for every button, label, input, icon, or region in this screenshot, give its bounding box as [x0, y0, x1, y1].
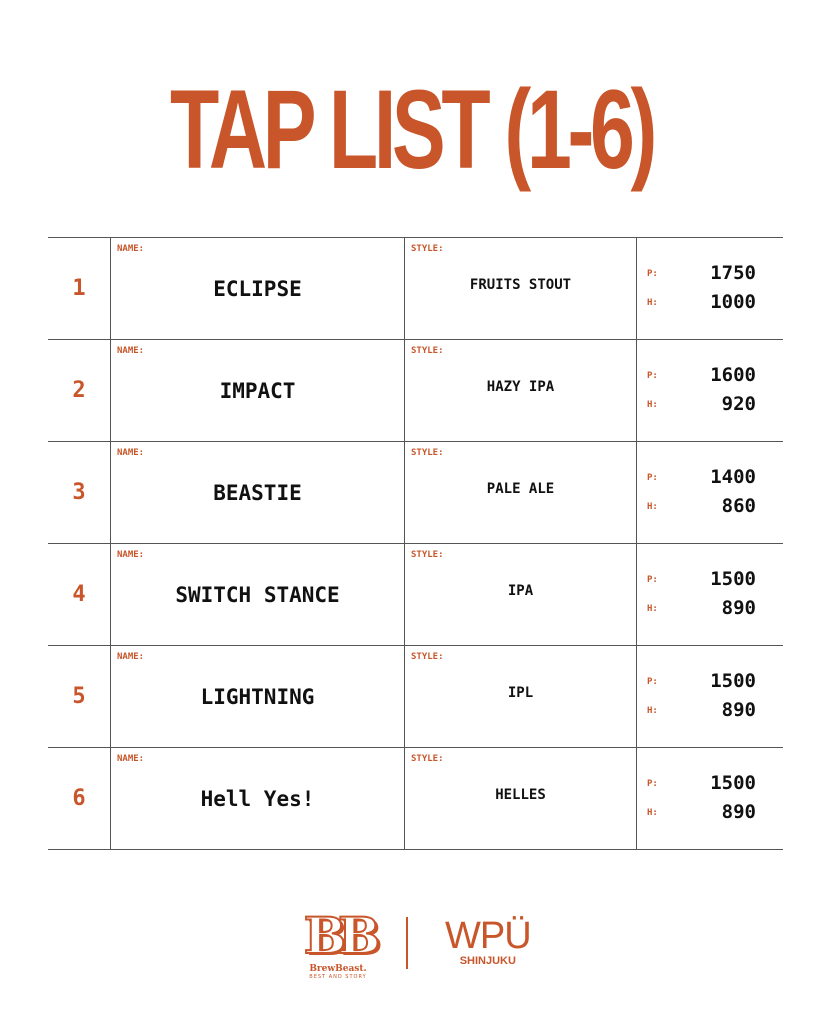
style-label: STYLE: [411, 754, 444, 764]
price-cell: P: 1500 H: 890 [636, 646, 783, 747]
wpu-logo: WPÜ SHINJUKU [445, 915, 532, 967]
price-cell: P: 1500 H: 890 [636, 748, 783, 849]
style-cell: STYLE: HAZY IPA [404, 340, 636, 441]
pint-price: 1750 [710, 262, 756, 284]
name-cell: NAME: Hell Yes! [110, 748, 404, 849]
price-cell: P: 1600 H: 920 [636, 340, 783, 441]
style-label: STYLE: [411, 448, 444, 458]
half-label: H: [647, 298, 658, 308]
tap-table: 1 NAME: ECLIPSE STYLE: FRUITS STOUT P: 1750 H: 1… [48, 237, 783, 850]
pint-price: 1400 [710, 466, 756, 488]
name-cell: NAME: ECLIPSE [110, 238, 404, 339]
pint-label: P: [647, 677, 658, 687]
half-price: 890 [721, 801, 756, 823]
tap-row: 5 NAME: LIGHTNING STYLE: IPL P: 1500 H: 890 [48, 646, 783, 748]
beer-name: ECLIPSE [213, 276, 302, 301]
pint-price: 1500 [710, 772, 756, 794]
beer-name: BEASTIE [213, 480, 302, 505]
half-price: 920 [721, 393, 756, 415]
beer-name: Hell Yes! [200, 786, 315, 811]
style-cell: STYLE: HELLES [404, 748, 636, 849]
name-cell: NAME: BEASTIE [110, 442, 404, 543]
half-price: 890 [721, 699, 756, 721]
pint-label: P: [647, 779, 658, 789]
tap-row: 2 NAME: IMPACT STYLE: HAZY IPA P: 1600 H: 920 [48, 340, 783, 442]
half-label: H: [647, 502, 658, 512]
price-cell: P: 1500 H: 890 [636, 544, 783, 645]
tap-number: 3 [72, 480, 86, 505]
style-cell: STYLE: IPL [404, 646, 636, 747]
style-label: STYLE: [411, 550, 444, 560]
tap-number: 2 [72, 378, 86, 403]
tap-number: 6 [72, 786, 86, 811]
half-label: H: [647, 706, 658, 716]
style-cell: STYLE: FRUITS STOUT [404, 238, 636, 339]
half-label: H: [647, 604, 658, 614]
beer-style: IPL [507, 684, 534, 701]
beer-name: IMPACT [219, 378, 296, 403]
beer-style: HAZY IPA [486, 378, 555, 395]
name-label: NAME: [117, 244, 145, 254]
beer-style: FRUITS STOUT [469, 276, 572, 293]
name-cell: NAME: IMPACT [110, 340, 404, 441]
half-label: H: [647, 400, 658, 410]
pint-label: P: [647, 575, 658, 585]
tap-row: 4 NAME: SWITCH STANCE STYLE: IPA P: 1500 H: 890 [48, 544, 783, 646]
page-title: TAP LIST (1-6) [169, 67, 657, 192]
name-label: NAME: [117, 652, 145, 662]
tap-number: 5 [72, 684, 86, 709]
style-cell: STYLE: PALE ALE [404, 442, 636, 543]
half-price: 890 [721, 597, 756, 619]
beer-name: SWITCH STANCE [175, 582, 340, 607]
price-cell: P: 1400 H: 860 [636, 442, 783, 543]
name-cell: NAME: SWITCH STANCE [110, 544, 404, 645]
pint-label: P: [647, 269, 658, 279]
style-cell: STYLE: IPA [404, 544, 636, 645]
name-label: NAME: [117, 346, 145, 356]
pint-price: 1500 [710, 568, 756, 590]
brewbeast-logo: BB BrewBeast. BEST AND STORY [303, 906, 382, 981]
style-label: STYLE: [411, 244, 444, 254]
name-cell: NAME: LIGHTNING [110, 646, 404, 747]
pint-label: P: [647, 371, 658, 381]
beer-name: LIGHTNING [200, 684, 315, 709]
style-label: STYLE: [411, 346, 444, 356]
half-price: 860 [721, 495, 756, 517]
tap-row: 3 NAME: BEASTIE STYLE: PALE ALE P: 1400 H: 860 [48, 442, 783, 544]
half-label: H: [647, 808, 658, 818]
price-cell: P: 1750 H: 1000 [636, 238, 783, 339]
tap-number: 4 [72, 582, 86, 607]
pint-price: 1500 [710, 670, 756, 692]
footer-logos: BB BrewBeast. BEST AND STORY WPÜ SHINJUK… [0, 905, 823, 985]
pint-label: P: [647, 473, 658, 483]
style-label: STYLE: [411, 652, 444, 662]
name-label: NAME: [117, 754, 145, 764]
name-label: NAME: [117, 448, 145, 458]
beer-style: HELLES [495, 786, 546, 803]
tap-number: 1 [72, 276, 86, 301]
tap-row: 1 NAME: ECLIPSE STYLE: FRUITS STOUT P: 1750 H: 1… [48, 238, 783, 340]
half-price: 1000 [710, 291, 756, 313]
logo-divider [406, 917, 408, 969]
beer-style: IPA [507, 582, 534, 599]
pint-price: 1600 [710, 364, 756, 386]
beer-style: PALE ALE [486, 480, 555, 497]
tap-row: 6 NAME: Hell Yes! STYLE: HELLES P: 1500 H: 890 [48, 748, 783, 850]
name-label: NAME: [117, 550, 145, 560]
